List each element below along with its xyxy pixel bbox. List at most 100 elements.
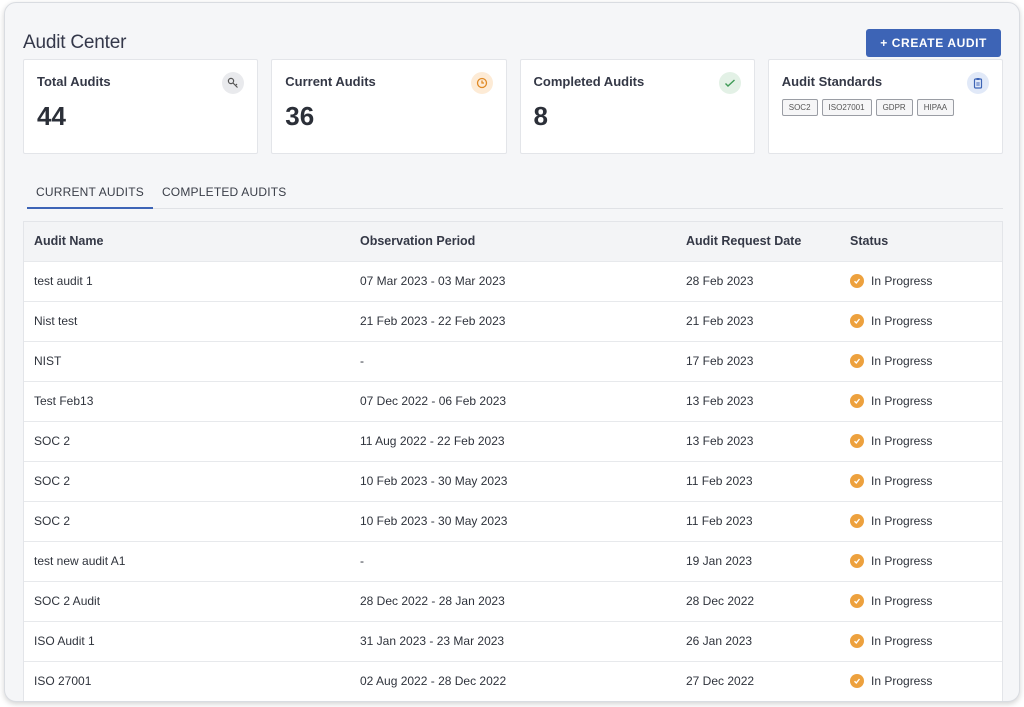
table-row[interactable]: Nist test 21 Feb 2023 - 22 Feb 2023 21 Feb… xyxy=(24,300,1002,341)
table-row[interactable]: ISO Audit 1 31 Jan 2023 - 23 Mar 2023 26 J… xyxy=(24,620,1002,661)
card-title: Completed Audits xyxy=(533,74,645,89)
cell-audit-name[interactable]: Test Feb13 xyxy=(24,380,350,421)
cell-audit-request-date: 13 Feb 2023 xyxy=(676,420,840,461)
cell-audit-name[interactable]: NIST xyxy=(24,340,350,381)
table-row[interactable]: SOC 2 11 Aug 2022 - 22 Feb 2023 13 Feb 202… xyxy=(24,420,1002,461)
header-status[interactable]: Status xyxy=(850,234,889,249)
cell-status: In Progress xyxy=(840,420,1002,461)
cell-observation-period: 21 Feb 2023 - 22 Feb 2023 xyxy=(350,300,676,341)
status-badge: In Progress xyxy=(850,274,1002,288)
status-badge: In Progress xyxy=(850,434,1002,448)
in-progress-icon xyxy=(850,634,864,648)
cell-audit-name[interactable]: test audit 1 xyxy=(24,260,350,301)
cell-status: In Progress xyxy=(840,620,1002,661)
card-value: 8 xyxy=(533,101,548,131)
status-label: In Progress xyxy=(871,394,933,408)
cell-status: In Progress xyxy=(840,580,1002,621)
key-icon xyxy=(222,72,245,94)
in-progress-icon xyxy=(850,514,864,528)
card-current-audits: Current Audits 36 xyxy=(271,59,507,154)
table-row[interactable]: NIST -17 Feb 2023 In Progress xyxy=(24,340,1002,381)
card-title: Current Audits xyxy=(285,74,376,89)
status-label: In Progress xyxy=(871,674,933,689)
cell-audit-name[interactable]: Nist test xyxy=(24,300,350,341)
table-row[interactable]: ISO 27001 02 Aug 2022 - 28 Dec 2022 27 Dec… xyxy=(24,660,1002,701)
in-progress-icon xyxy=(850,274,864,288)
cell-status: In Progress xyxy=(840,500,1002,541)
cell-audit-request-date: 11 Feb 2023 xyxy=(676,500,840,541)
cell-audit-request-date: 13 Feb 2023 xyxy=(676,380,840,421)
status-label: In Progress xyxy=(871,594,933,608)
status-badge: In Progress xyxy=(850,634,1002,648)
tab-current-audits[interactable]: CURRENT AUDITS xyxy=(27,175,153,209)
cell-status: In Progress xyxy=(840,660,1002,701)
cell-audit-name[interactable]: test new audit A1 xyxy=(24,540,350,581)
cell-status: In Progress xyxy=(840,540,1002,581)
tag-soc2: SOC2 xyxy=(781,99,818,116)
card-title: Audit Standards xyxy=(781,74,883,89)
table-row[interactable]: SOC 2 10 Feb 2023 - 30 May 2023 11 Feb 202… xyxy=(24,500,1002,541)
status-label: In Progress xyxy=(871,314,933,328)
status-label: In Progress xyxy=(871,474,933,488)
cell-audit-name[interactable]: SOC 2 xyxy=(24,460,350,501)
table-row[interactable]: Test Feb13 07 Dec 2022 - 06 Feb 2023 13 Fe… xyxy=(24,380,1002,421)
status-badge: In Progress xyxy=(850,514,1002,528)
cell-audit-request-date: 28 Dec 2022 xyxy=(676,580,840,621)
in-progress-icon xyxy=(850,314,864,328)
cell-observation-period: 10 Feb 2023 - 30 May 2023 xyxy=(350,500,676,541)
status-label: In Progress xyxy=(871,274,933,288)
in-progress-icon xyxy=(850,474,864,488)
in-progress-icon xyxy=(850,554,864,568)
table-row[interactable]: SOC 2 10 Feb 2023 - 30 May 2023 11 Feb 202… xyxy=(24,460,1002,501)
tab-completed-audits[interactable]: COMPLETED AUDITS xyxy=(161,185,287,199)
create-audit-button[interactable]: + CREATE AUDIT xyxy=(866,29,1001,57)
header-observation-period[interactable]: Observation Period xyxy=(360,234,476,249)
card-value: 44 xyxy=(37,101,66,131)
cell-observation-period: 10 Feb 2023 - 30 May 2023 xyxy=(350,460,676,501)
in-progress-icon xyxy=(850,674,864,689)
cell-observation-period: - xyxy=(350,540,676,581)
status-label: In Progress xyxy=(871,354,933,368)
status-badge: In Progress xyxy=(850,394,1002,408)
page-title: Audit Center xyxy=(23,32,127,53)
cell-status: In Progress xyxy=(840,300,1002,341)
cell-audit-name[interactable]: SOC 2 xyxy=(24,420,350,461)
cell-audit-request-date: 21 Feb 2023 xyxy=(676,300,840,341)
cell-audit-name[interactable]: ISO 27001 xyxy=(24,660,350,701)
table-header-row: Audit Name Observation Period Audit Requ… xyxy=(24,222,1002,261)
status-badge: In Progress xyxy=(850,674,1002,689)
card-completed-audits: Completed Audits 8 xyxy=(519,59,755,154)
cell-observation-period: 28 Dec 2022 - 28 Jan 2023 xyxy=(350,580,676,621)
card-value: 36 xyxy=(285,101,315,131)
card-audit-standards: Audit Standards SOC2 ISO27001 GDPR HIPAA xyxy=(767,59,1003,154)
clock-icon xyxy=(470,72,493,94)
card-total-audits: Total Audits 44 xyxy=(23,59,259,154)
cell-audit-request-date: 27 Dec 2022 xyxy=(676,660,840,701)
tag-iso27001: ISO27001 xyxy=(821,99,872,116)
summary-cards: Total Audits 44 Current Audits 36 Comple… xyxy=(23,59,1003,154)
status-label: In Progress xyxy=(871,554,933,568)
status-badge: In Progress xyxy=(850,354,1002,368)
header-audit-name[interactable]: Audit Name xyxy=(34,234,104,249)
standards-tags: SOC2 ISO27001 GDPR HIPAA xyxy=(781,99,989,116)
header-audit-request-date[interactable]: Audit Request Date xyxy=(686,234,802,249)
tag-hipaa: HIPAA xyxy=(916,99,955,116)
cell-audit-name[interactable]: SOC 2 xyxy=(24,500,350,541)
cell-status: In Progress xyxy=(840,340,1002,381)
cell-audit-request-date: 17 Feb 2023 xyxy=(676,340,840,381)
clipboard-icon xyxy=(967,72,989,94)
status-label: In Progress xyxy=(871,514,933,528)
page-header: Audit Center + CREATE AUDIT xyxy=(23,27,1001,59)
check-icon xyxy=(718,72,741,94)
status-badge: In Progress xyxy=(850,554,1002,568)
cell-audit-name[interactable]: SOC 2 Audit xyxy=(24,580,350,621)
table-row[interactable]: SOC 2 Audit 28 Dec 2022 - 28 Jan 2023 28 D… xyxy=(24,580,1002,621)
status-badge: In Progress xyxy=(850,474,1002,488)
cell-status: In Progress xyxy=(840,260,1002,301)
cell-observation-period: 07 Dec 2022 - 06 Feb 2023 xyxy=(350,380,676,421)
table-row[interactable]: test audit 1 07 Mar 2023 - 03 Mar 2023 28 … xyxy=(24,260,1002,301)
cell-observation-period: - xyxy=(350,340,676,381)
cell-audit-request-date: 19 Jan 2023 xyxy=(676,540,840,581)
cell-audit-name[interactable]: ISO Audit 1 xyxy=(24,620,350,661)
table-row[interactable]: test new audit A1-19 Jan 2023 In Progress xyxy=(24,540,1002,581)
